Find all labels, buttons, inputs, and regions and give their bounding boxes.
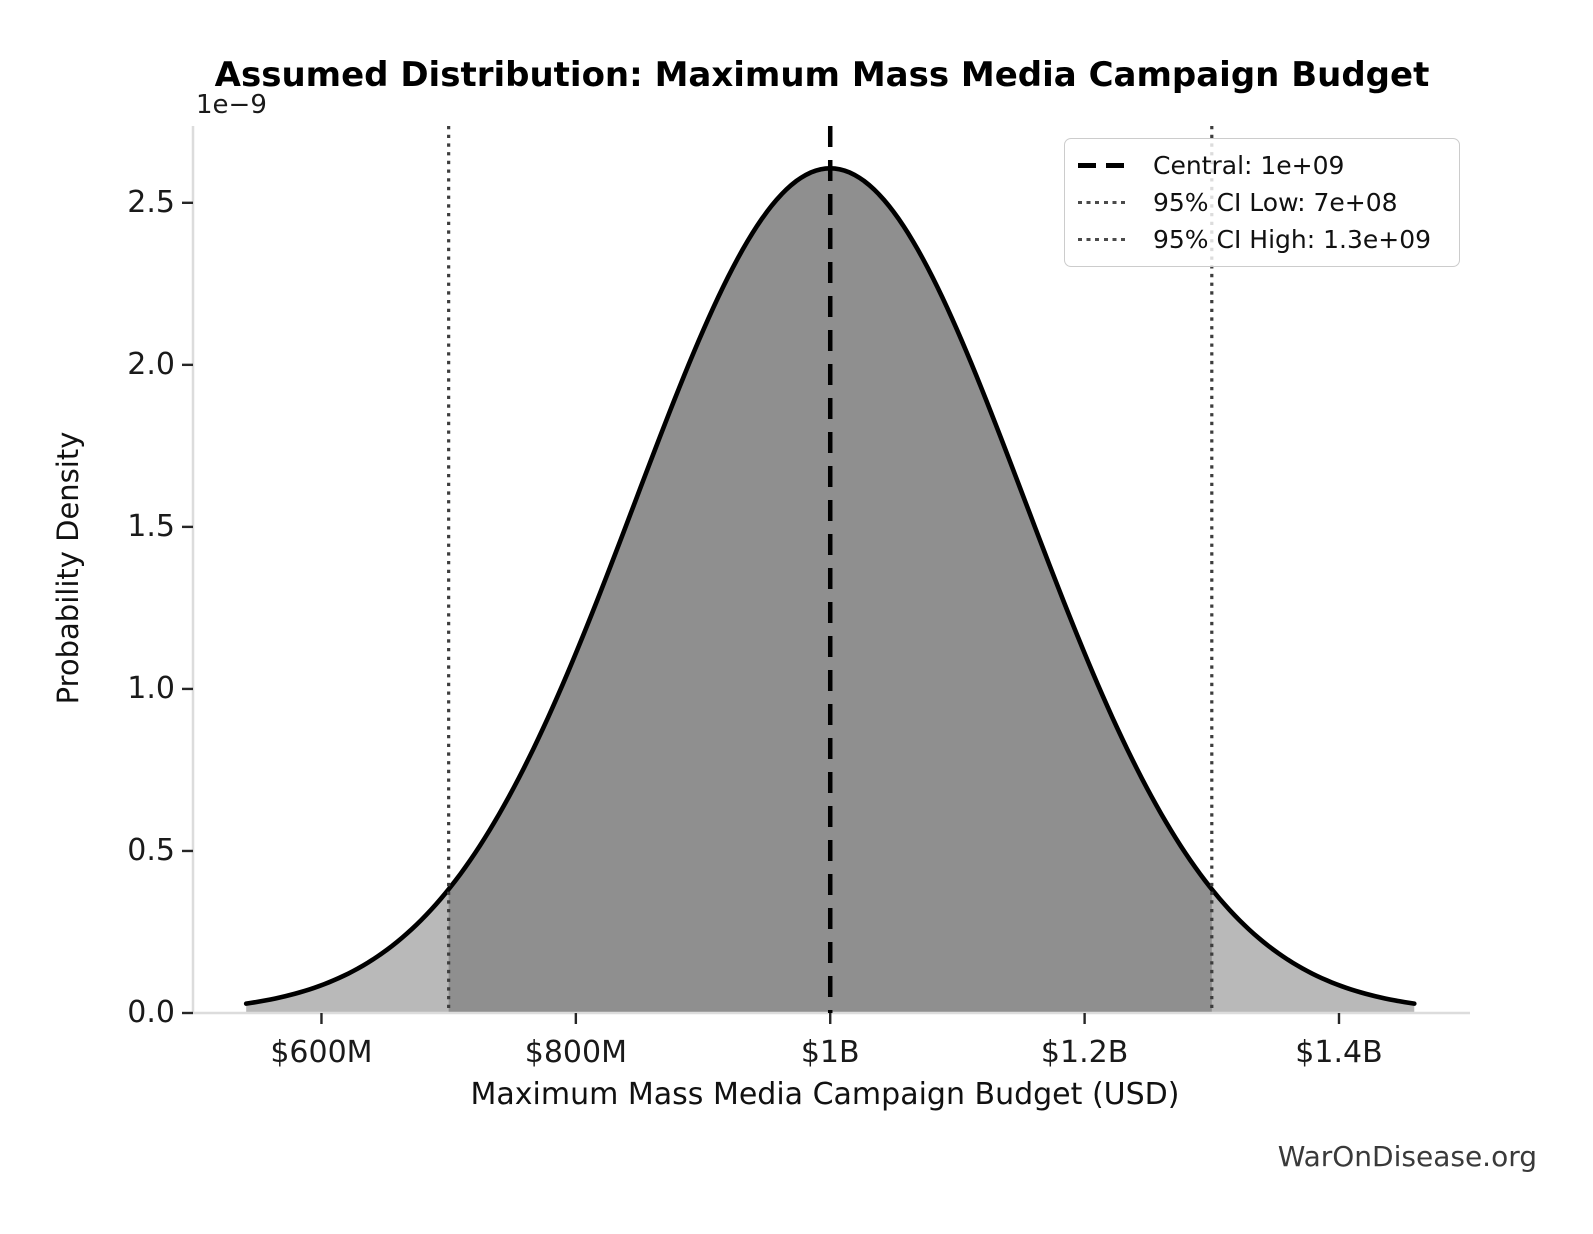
legend-entry-ci-low: 95% CI Low: 7e+08 <box>1078 184 1445 221</box>
y-tick-label: 1.5 <box>127 508 175 544</box>
legend-entry-ci-high: 95% CI High: 1.3e+09 <box>1078 221 1445 258</box>
y-axis-offset-label: 1e−9 <box>196 90 267 120</box>
y-tick-label: 2.5 <box>127 184 175 220</box>
dashed-line-sample-icon <box>1078 163 1128 168</box>
dotted-line-sample-icon <box>1078 200 1128 205</box>
legend-label: Central: 1e+09 <box>1153 151 1345 180</box>
legend-label: 95% CI High: 1.3e+09 <box>1153 225 1432 254</box>
y-tick-label: 0.5 <box>127 832 175 868</box>
confidence-interval-fill <box>448 168 1212 1013</box>
watermark: WarOnDisease.org <box>1277 1140 1537 1173</box>
legend: Central: 1e+09 95% CI Low: 7e+08 95% CI … <box>1064 138 1460 267</box>
legend-label: 95% CI Low: 7e+08 <box>1153 188 1398 217</box>
x-tick-label: $800M <box>524 1035 627 1070</box>
y-tick-label: 0.0 <box>127 995 175 1030</box>
x-axis-label: Maximum Mass Media Campaign Budget (USD) <box>470 1077 1180 1112</box>
y-axis-label: Probability Density <box>51 431 85 705</box>
y-tick-label: 2.0 <box>127 346 175 382</box>
x-tick-label: $1.2B <box>1040 1035 1129 1070</box>
dotted-line-sample-icon <box>1078 237 1128 242</box>
y-tick-label: 1.0 <box>127 670 175 706</box>
chart-title: Assumed Distribution: Maximum Mass Media… <box>214 55 1430 95</box>
x-tick-label: $1B <box>800 1035 860 1070</box>
x-tick-label: $1.4B <box>1295 1035 1383 1070</box>
legend-entry-central: Central: 1e+09 <box>1078 147 1445 184</box>
x-tick-label: $600M <box>270 1035 373 1070</box>
